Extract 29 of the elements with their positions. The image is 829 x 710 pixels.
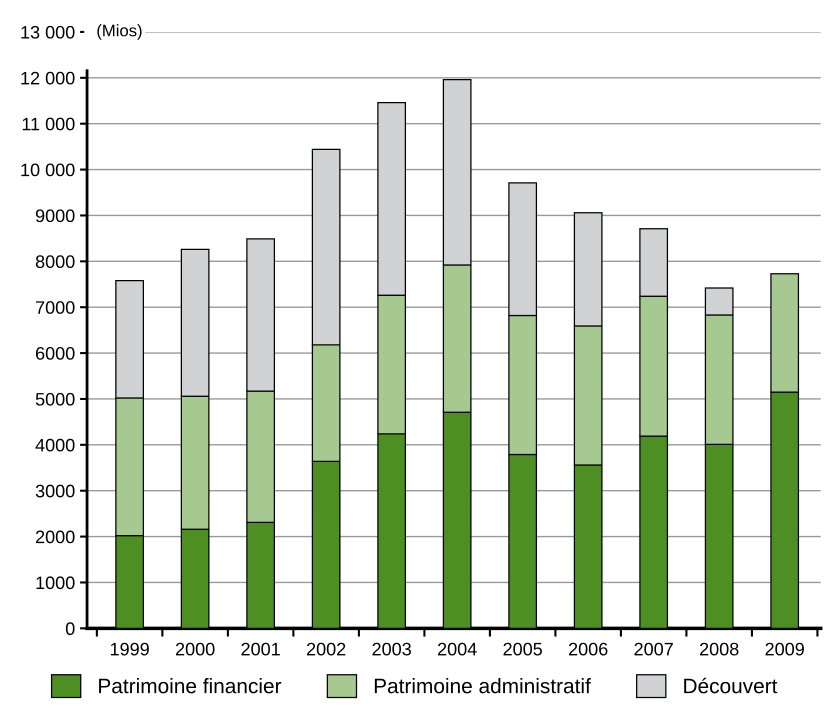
x-tick-label: 2007	[634, 642, 673, 656]
y-tick-label: 2000	[36, 530, 75, 544]
y-tick-label: 11 000	[22, 118, 75, 130]
y-tick-label: 6000	[36, 347, 75, 360]
y-tick-label: 13 000	[21, 26, 75, 39]
y-axis-title: (Mios)	[97, 24, 142, 40]
y-tick-label: 7000	[36, 301, 75, 314]
x-tick-label: 1999	[110, 642, 149, 656]
x-tick-label: 2002	[306, 642, 346, 656]
x-tick-label: 2003	[372, 642, 411, 656]
y-tick-label: 3000	[36, 484, 75, 498]
y-tick-label: 8000	[36, 255, 75, 268]
x-tick-label: 2000	[176, 642, 215, 656]
x-tick-label: 2001	[241, 642, 280, 656]
y-tick-label: 9000	[36, 209, 75, 222]
x-tick-label: 2009	[766, 642, 804, 656]
legend-label: Patrimoine administratif	[374, 678, 591, 694]
x-tick-label: 2006	[568, 642, 608, 656]
y-tick-label: 4000	[35, 438, 75, 452]
y-tick-label: 10 000	[21, 164, 75, 176]
x-tick-label: 2005	[503, 642, 542, 656]
x-tick-label: 2008	[700, 642, 738, 656]
x-tick-label: 2004	[438, 642, 477, 656]
legend-label: Découvert	[684, 678, 778, 694]
legend-label: Patrimoine financier	[99, 678, 282, 694]
y-tick-label: 5000	[36, 392, 75, 406]
y-tick-label: 1000	[36, 576, 75, 590]
y-tick-label: 12 000	[21, 72, 75, 85]
y-tick-label: 0	[66, 622, 75, 636]
